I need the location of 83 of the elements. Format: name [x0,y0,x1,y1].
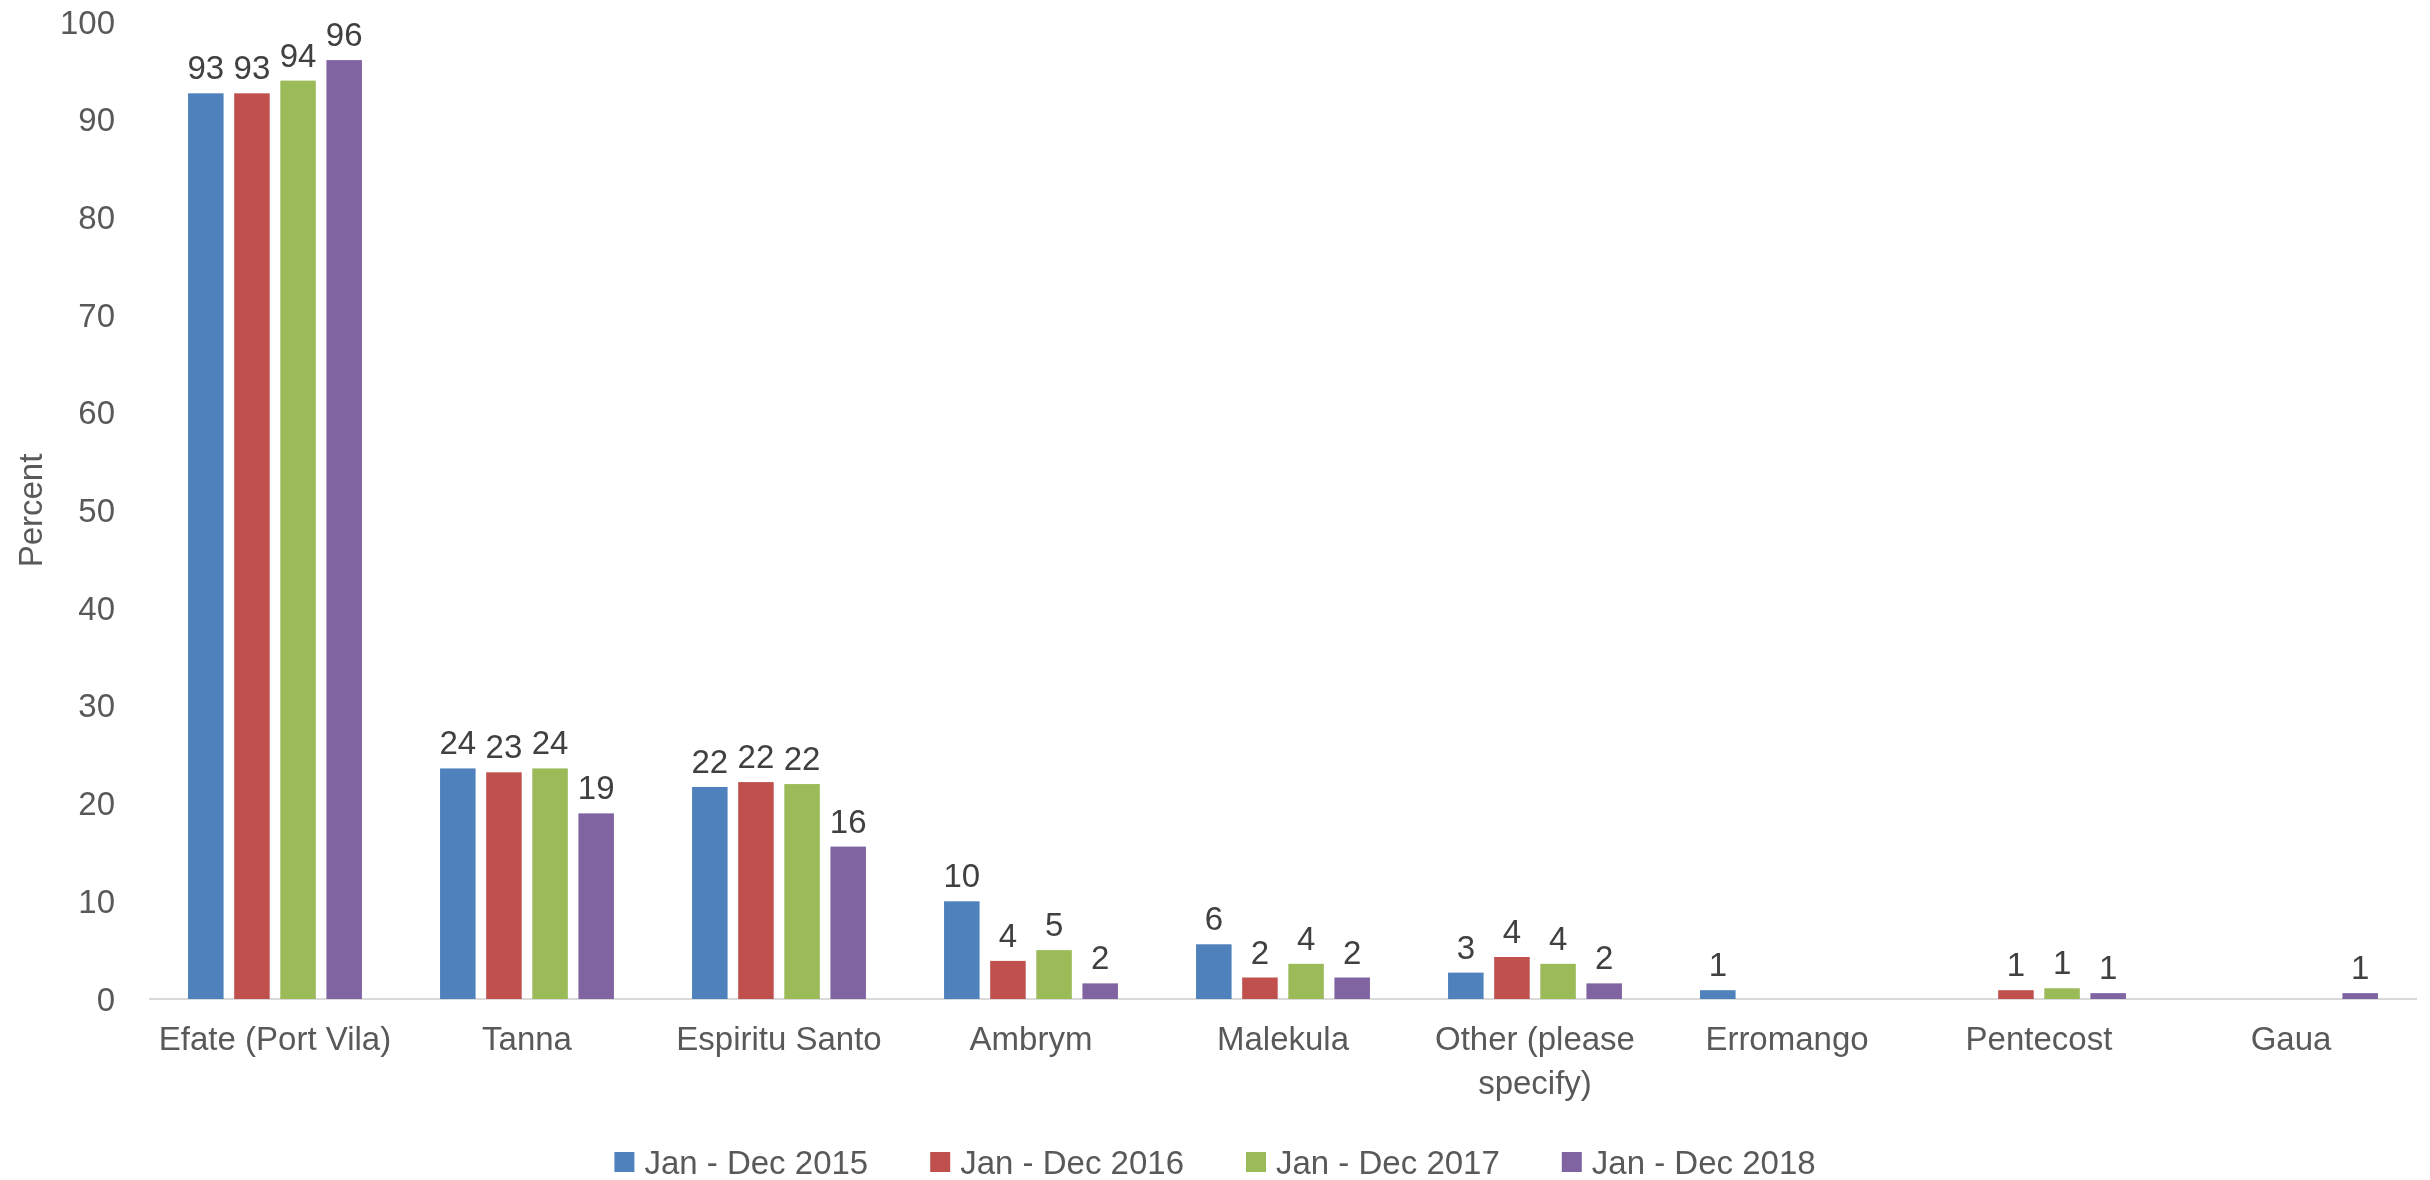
data-label: 24 [531,724,569,762]
data-label: 10 [943,857,981,895]
bar [692,786,728,999]
bar [1036,950,1072,999]
bar [1586,983,1622,999]
legend-label: Jan - Dec 2017 [1276,1143,1500,1180]
data-label: 96 [325,16,363,54]
bar [1288,963,1324,999]
bar [784,784,820,999]
bar [1494,956,1530,999]
bar [738,782,774,999]
bar [2044,988,2080,999]
bar [486,772,522,999]
bar [280,80,316,999]
bar [1700,990,1736,999]
x-tick-label: Malekula [1216,1020,1350,1057]
data-label: 24 [439,724,477,762]
y-tick-label: 0 [96,980,115,1018]
bar [830,846,866,999]
data-label: 4 [1548,919,1568,957]
y-tick-label: 90 [78,101,115,139]
data-label: 2 [1595,939,1614,977]
bar [440,768,476,999]
bar [1540,963,1576,999]
bar [188,93,224,999]
bar [1196,944,1232,999]
bar [990,960,1026,999]
data-label: 16 [829,802,867,840]
bar [532,768,568,999]
bar [1082,983,1118,999]
data-label: 22 [783,740,821,778]
x-tick-label: Erromango [1705,1020,1869,1057]
data-label: 93 [187,49,225,87]
data-label: 23 [485,728,523,766]
bar [326,60,362,999]
data-label: 2 [1091,939,1110,977]
legend-label: Jan - Dec 2015 [644,1143,869,1180]
y-tick-label: 80 [78,198,115,236]
y-tick-label: 70 [78,296,115,334]
data-label: 1 [1708,946,1727,984]
bar [1998,990,2034,999]
data-label: 6 [1204,900,1223,938]
y-tick-label: 40 [78,589,115,627]
y-tick-label: 60 [78,394,115,432]
y-tick-label: 50 [78,492,115,530]
x-tick-label: Ambrym [969,1020,1093,1057]
data-label: 4 [1296,919,1316,957]
x-tick-label: Efate (Port Vila) [158,1020,392,1057]
x-tick-label: Tanna [482,1020,573,1057]
data-label: 4 [998,916,1018,954]
bar [2090,993,2126,999]
data-label: 5 [1044,906,1064,944]
x-tick-label: Gaua [2250,1020,2333,1057]
bar [578,813,614,999]
data-label: 94 [279,36,317,74]
legend-label: Jan - Dec 2018 [1591,1143,1816,1180]
data-label: 4 [1502,912,1522,950]
data-label: 1 [2006,946,2026,984]
bar [944,901,980,999]
y-tick-label: 20 [78,785,115,823]
data-label: 1 [2099,949,2118,987]
data-label: 3 [1456,928,1475,966]
bar [2342,993,2378,999]
y-axis-title: Percent [11,453,49,568]
bar [234,93,270,999]
y-tick-label: 30 [78,687,115,725]
data-label: 2 [1250,933,1270,971]
x-tick-label: Espiritu Santo [676,1020,882,1057]
legend-label: Jan - Dec 2016 [960,1143,1185,1180]
y-tick-label: 100 [59,3,115,41]
data-label: 1 [2052,944,2072,982]
data-label: 93 [233,49,271,87]
y-tick-label: 10 [78,882,115,920]
data-label: 2 [1343,933,1362,971]
x-tick-label: Other (please specify) [1435,1020,1635,1101]
data-label: 22 [691,742,729,780]
bar [1448,972,1484,999]
data-label: 19 [577,769,615,807]
data-label: 1 [2351,949,2370,987]
bar [1334,977,1370,999]
x-tick-label: Pentecost [1965,1020,2113,1057]
data-label: 22 [737,738,775,776]
bar [1242,977,1278,999]
